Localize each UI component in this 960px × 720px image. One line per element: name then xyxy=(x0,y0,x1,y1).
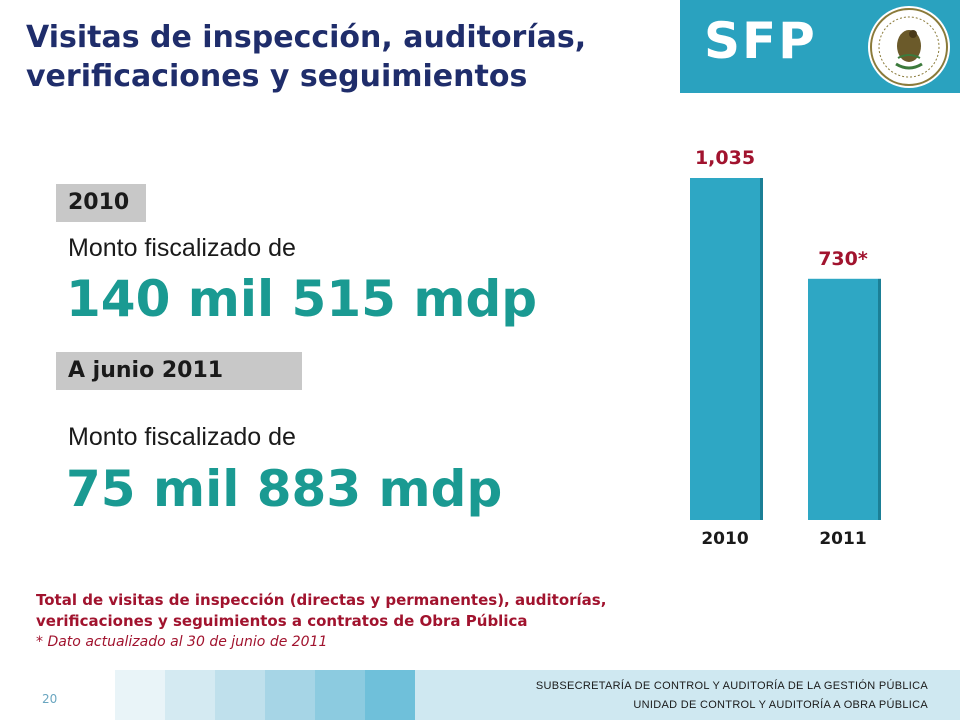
page-number: 20 xyxy=(42,692,58,706)
sfp-logo: SFP xyxy=(680,0,960,93)
footnote-line-1: Total de visitas de inspección (directas… xyxy=(36,591,607,609)
tick-label-2011: 2011 xyxy=(819,529,866,549)
amount-2010: 140 mil 515 mdp xyxy=(66,270,538,328)
footer-stripe xyxy=(115,670,165,720)
page-title: Visitas de inspección, auditorías, verif… xyxy=(26,18,666,96)
chip-2010: 2010 xyxy=(56,184,146,222)
label-2010: Monto fiscalizado de xyxy=(68,234,296,262)
footnote: Total de visitas de inspección (directas… xyxy=(36,590,816,653)
data-label-2010: 1,035 xyxy=(695,147,755,169)
footer-stripe xyxy=(315,670,365,720)
footer-line-2: UNIDAD DE CONTROL Y AUDITORÍA A OBRA PÚB… xyxy=(633,699,928,711)
footer-stripe xyxy=(365,670,415,720)
tick-label-2010: 2010 xyxy=(701,529,748,549)
label-2011: Monto fiscalizado de xyxy=(68,423,296,451)
footer-stripe xyxy=(415,670,960,720)
bar-2010 xyxy=(690,178,760,520)
title-line-1: Visitas de inspección, auditorías, xyxy=(26,20,587,55)
amount-2011: 75 mil 883 mdp xyxy=(66,460,503,518)
visits-bar-chart: 1,035 2010 730* 2011 xyxy=(690,147,881,549)
bar-shadow-2011 xyxy=(878,278,881,520)
footnote-line-2: verificaciones y seguimientos a contrato… xyxy=(36,612,528,630)
footer-stripe xyxy=(165,670,215,720)
bar-2011 xyxy=(808,278,878,520)
mexican-coat-of-arms-icon xyxy=(868,6,950,88)
footer-stripe xyxy=(265,670,315,720)
chip-2011: A junio 2011 xyxy=(56,352,302,390)
footer-stripe xyxy=(215,670,265,720)
bar-shadow-2010 xyxy=(760,178,763,520)
title-line-2: verificaciones y seguimientos xyxy=(26,59,528,94)
footer: 20 SUBSECRETARÍA DE CONTROL Y AUDITORÍA … xyxy=(0,670,960,720)
data-label-2011: 730* xyxy=(818,248,868,270)
footnote-star: * Dato actualizado al 30 de junio de 201… xyxy=(36,634,328,650)
footer-line-1: SUBSECRETARÍA DE CONTROL Y AUDITORÍA DE … xyxy=(535,680,928,692)
sfp-logo-text: SFP xyxy=(704,12,817,70)
